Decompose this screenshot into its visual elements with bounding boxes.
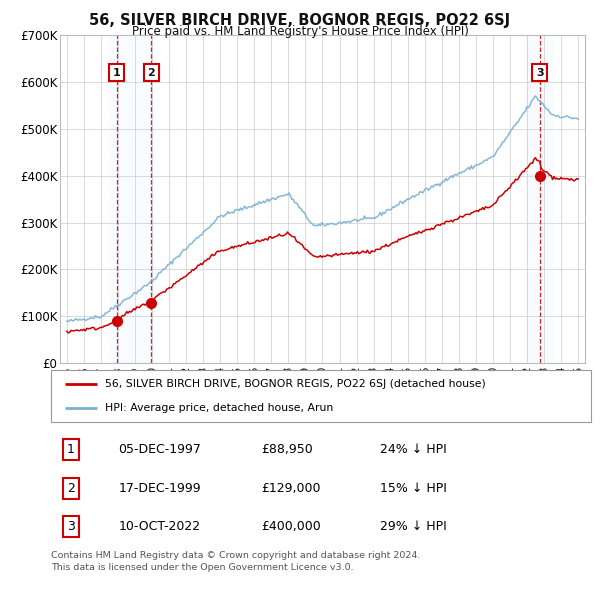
Text: This data is licensed under the Open Government Licence v3.0.: This data is licensed under the Open Gov… [51,563,353,572]
Text: 56, SILVER BIRCH DRIVE, BOGNOR REGIS, PO22 6SJ: 56, SILVER BIRCH DRIVE, BOGNOR REGIS, PO… [89,13,511,28]
Text: 29% ↓ HPI: 29% ↓ HPI [380,520,447,533]
Text: Price paid vs. HM Land Registry's House Price Index (HPI): Price paid vs. HM Land Registry's House … [131,25,469,38]
Text: £400,000: £400,000 [262,520,322,533]
Text: 3: 3 [536,68,544,78]
Text: 10-OCT-2022: 10-OCT-2022 [119,520,200,533]
Text: 2: 2 [67,481,75,495]
Text: 2: 2 [148,68,155,78]
Text: 3: 3 [67,520,75,533]
Text: 56, SILVER BIRCH DRIVE, BOGNOR REGIS, PO22 6SJ (detached house): 56, SILVER BIRCH DRIVE, BOGNOR REGIS, PO… [105,379,486,389]
Text: HPI: Average price, detached house, Arun: HPI: Average price, detached house, Arun [105,403,333,413]
Text: 17-DEC-1999: 17-DEC-1999 [119,481,201,495]
Text: 24% ↓ HPI: 24% ↓ HPI [380,443,447,456]
Text: 15% ↓ HPI: 15% ↓ HPI [380,481,447,495]
Text: 1: 1 [67,443,75,456]
Text: £88,950: £88,950 [262,443,313,456]
Bar [109,35,157,363]
Text: Contains HM Land Registry data © Crown copyright and database right 2024.: Contains HM Land Registry data © Crown c… [51,551,421,560]
Text: 05-DEC-1997: 05-DEC-1997 [119,443,202,456]
Text: 1: 1 [113,68,121,78]
Text: £129,000: £129,000 [262,481,321,495]
Bar [526,35,553,363]
